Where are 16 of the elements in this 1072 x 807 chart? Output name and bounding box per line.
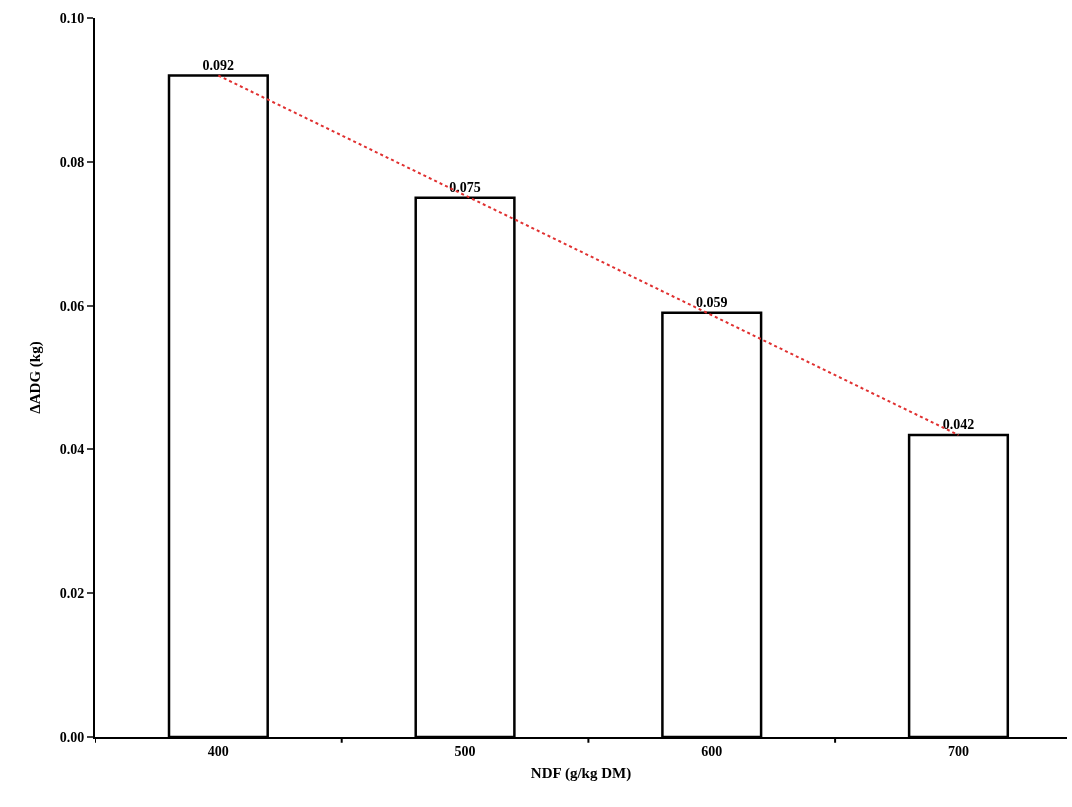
data-label: 0.042 <box>942 417 975 433</box>
y-tick-label: 0.00 <box>59 729 85 745</box>
y-axis-title: ΔADG (kg) <box>27 341 45 414</box>
data-label: 0.092 <box>202 57 235 73</box>
y-tick-label: 0.02 <box>59 586 85 602</box>
data-label: 0.059 <box>696 294 728 310</box>
x-tick-label: 500 <box>454 743 476 759</box>
y-tick-label: 0.10 <box>59 10 85 26</box>
y-tick-label: 0.06 <box>59 298 85 314</box>
x-axis-title: NDF (g/kg DM) <box>530 765 632 783</box>
x-tick-label: 400 <box>207 743 229 759</box>
data-label: 0.075 <box>449 179 481 195</box>
x-tick-label: 700 <box>947 743 969 759</box>
y-tick-label: 0.04 <box>59 442 85 458</box>
x-tick-label: 600 <box>701 743 723 759</box>
y-tick-label: 0.08 <box>59 154 85 170</box>
